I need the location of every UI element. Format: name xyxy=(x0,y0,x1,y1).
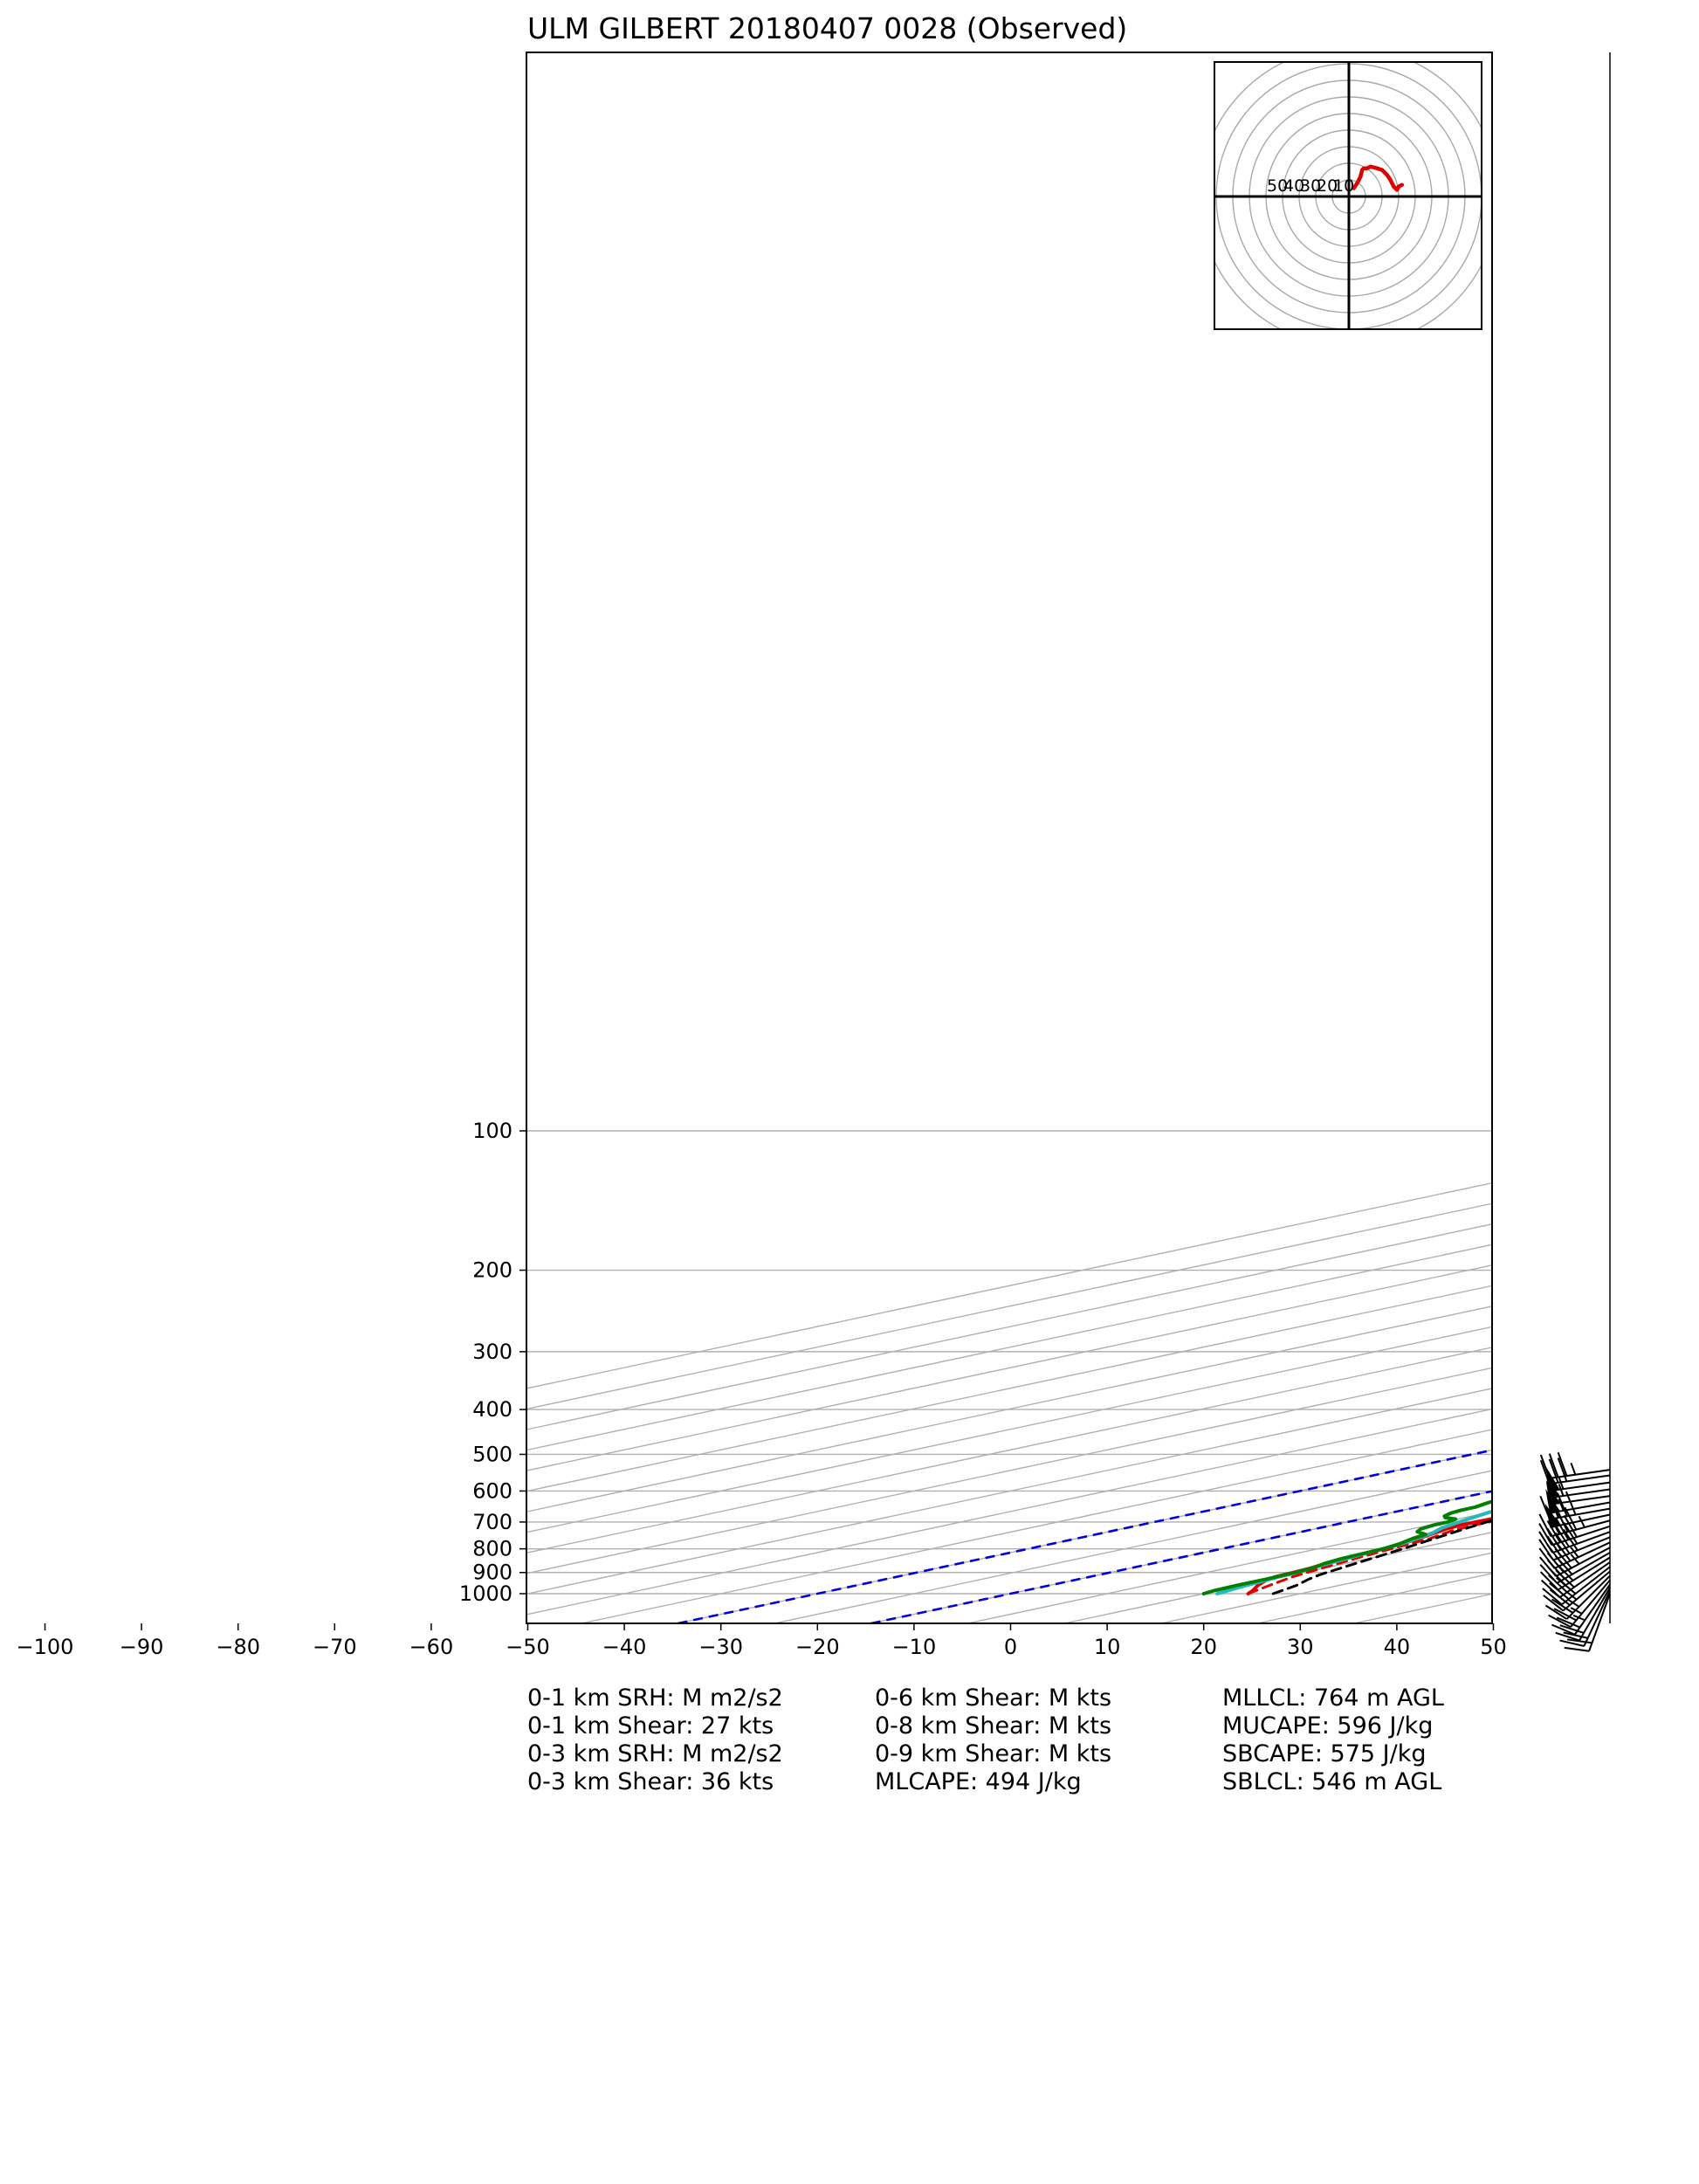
temperature-tick-label: −70 xyxy=(313,1635,357,1659)
temperature-tick-label: −10 xyxy=(892,1635,937,1659)
wind-barb xyxy=(1542,1566,1611,1606)
temperature-tick-label: −60 xyxy=(409,1635,454,1659)
isotherm-line xyxy=(526,1306,1492,1512)
pressure-tick-label: 700 xyxy=(472,1510,512,1534)
stat-srh-0-3: 0-3 km SRH: M m2/s2 xyxy=(527,1740,783,1767)
wind-barb xyxy=(1564,1593,1611,1652)
temperature-tick-label: −90 xyxy=(120,1635,164,1659)
skewed-isotherms xyxy=(526,1182,1492,1623)
isotherm-line xyxy=(678,1449,1492,1623)
hodograph-frame xyxy=(1214,61,1482,330)
stat-mucape: MUCAPE: 596 J/kg xyxy=(1222,1712,1433,1740)
temperature-tick-label: 40 xyxy=(1384,1635,1411,1659)
isotherm-line xyxy=(526,1388,1492,1595)
pressure-tick-label: 600 xyxy=(472,1478,512,1503)
stat-shear-0-6: 0-6 km Shear: M kts xyxy=(875,1685,1111,1712)
hodograph-trace xyxy=(1352,164,1405,192)
isotherm-line xyxy=(526,1264,1492,1471)
pressure-tick-label: 900 xyxy=(472,1560,512,1585)
wind-barb xyxy=(1548,1579,1611,1629)
temperature-tick-label: 0 xyxy=(1004,1635,1017,1659)
wind-barb xyxy=(1555,1587,1611,1642)
pressure-tick-label: 400 xyxy=(472,1397,512,1422)
isotherm-dashed--20 xyxy=(678,1449,1492,1623)
isotherm-line xyxy=(526,1244,1492,1451)
temperature-tick-label: 50 xyxy=(1480,1635,1507,1659)
temperature-tick-label: −30 xyxy=(698,1635,743,1659)
wind-barb xyxy=(1559,1590,1611,1647)
temperature-tick-label: 30 xyxy=(1287,1635,1314,1659)
pressure-tick-label: 100 xyxy=(472,1119,512,1143)
stat-shear-0-8: 0-8 km Shear: M kts xyxy=(875,1712,1111,1740)
isotherm-line xyxy=(526,1367,1492,1574)
stat-srh-0-1: 0-1 km SRH: M m2/s2 xyxy=(527,1685,783,1712)
stat-shear-0-9: 0-9 km Shear: M kts xyxy=(875,1740,1111,1767)
grid-lines xyxy=(526,1130,1492,1595)
isotherm-line xyxy=(581,1429,1492,1623)
wind-barbs xyxy=(1538,1451,1611,1652)
pressure-tick-label: 300 xyxy=(472,1340,512,1364)
hodograph-ring-label: 30 xyxy=(1300,176,1321,196)
hodograph-ring-label: 50 xyxy=(1267,176,1288,196)
wind-barb xyxy=(1543,1570,1611,1612)
hodograph-ring-label: 20 xyxy=(1317,176,1338,196)
isotherm-line xyxy=(526,1408,1492,1616)
temperature-tick-label: 10 xyxy=(1094,1635,1121,1659)
stat-sblcl: SBLCL: 546 m AGL xyxy=(1222,1768,1441,1795)
hodograph-ring-label: 40 xyxy=(1283,176,1304,196)
plot-frame xyxy=(526,52,1493,1624)
hodograph-ring-label: 10 xyxy=(1333,176,1354,196)
wind-barb xyxy=(1539,1457,1611,1485)
pressure-tick-label: 500 xyxy=(472,1442,512,1466)
temperature-tick-label: −100 xyxy=(17,1635,74,1659)
pressure-tick-label: 800 xyxy=(472,1537,512,1561)
temperature-tick-label: −20 xyxy=(795,1635,840,1659)
temperature-axis: −100 −90 −80 −70 −60 −50 −40 −30 −20 −10 0 10 20 30 40… xyxy=(17,1623,1507,1659)
chart-title: ULM GILBERT 20180407 0028 (Observed) xyxy=(527,11,1127,45)
wind-barb xyxy=(1544,1574,1611,1620)
isotherm-line xyxy=(526,1223,1492,1430)
isotherm-line xyxy=(526,1326,1492,1533)
stat-mllcl: MLLCL: 764 m AGL xyxy=(1222,1685,1444,1712)
stat-mlcape: MLCAPE: 494 J/kg xyxy=(875,1768,1082,1795)
pressure-tick-label: 200 xyxy=(472,1258,512,1283)
temperature-tick-label: −40 xyxy=(602,1635,647,1659)
sounding-profiles xyxy=(1201,1499,1492,1595)
pressure-tick-label: 1000 xyxy=(459,1581,512,1606)
stat-sbcape: SBCAPE: 575 J/kg xyxy=(1222,1740,1426,1767)
profile-line-4 xyxy=(1271,1519,1492,1595)
isotherm-line xyxy=(526,1347,1492,1554)
profile-line-3 xyxy=(1201,1499,1492,1595)
temperature-tick-label: −50 xyxy=(506,1635,550,1659)
isotherm-line xyxy=(526,1202,1492,1410)
stat-shear-0-1: 0-1 km Shear: 27 kts xyxy=(527,1712,774,1740)
temperature-tick-label: −80 xyxy=(216,1635,260,1659)
wind-barb xyxy=(1551,1583,1611,1636)
temperature-tick-label: 20 xyxy=(1190,1635,1217,1659)
stats-panel: 0-1 km SRH: M m2/s2 0-1 km Shear: 27 kts… xyxy=(527,1685,1444,1795)
stat-shear-0-3: 0-3 km Shear: 36 kts xyxy=(527,1768,774,1795)
isotherm-line xyxy=(526,1182,1492,1389)
isotherm-line xyxy=(526,1285,1492,1492)
